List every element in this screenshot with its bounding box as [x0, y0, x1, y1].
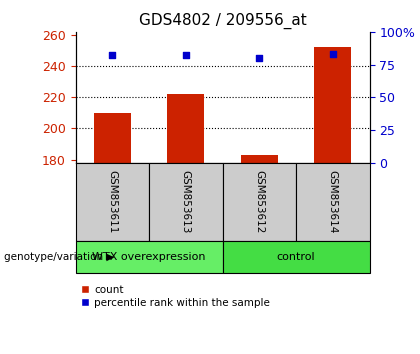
Bar	[223, 163, 296, 241]
Text: control: control	[277, 252, 315, 262]
Bar	[149, 163, 223, 241]
Bar	[241, 155, 278, 163]
Point	[109, 53, 116, 58]
Point	[182, 53, 189, 58]
Text: genotype/variation ▶: genotype/variation ▶	[4, 252, 115, 262]
Text: GSM853613: GSM853613	[181, 170, 191, 233]
Point	[256, 55, 263, 61]
Bar	[296, 163, 370, 241]
Bar	[76, 163, 149, 241]
Text: GSM853614: GSM853614	[328, 170, 338, 233]
Bar	[76, 241, 223, 273]
Text: GSM853612: GSM853612	[255, 170, 264, 233]
Bar	[223, 241, 370, 273]
Title: GDS4802 / 209556_at: GDS4802 / 209556_at	[139, 13, 307, 29]
Point	[330, 51, 336, 57]
Bar	[168, 94, 204, 163]
Text: WTX overexpression: WTX overexpression	[92, 252, 206, 262]
Bar	[94, 113, 131, 163]
Text: GSM853611: GSM853611	[108, 170, 117, 233]
Legend: count, percentile rank within the sample: count, percentile rank within the sample	[81, 285, 270, 308]
Bar	[315, 47, 351, 163]
